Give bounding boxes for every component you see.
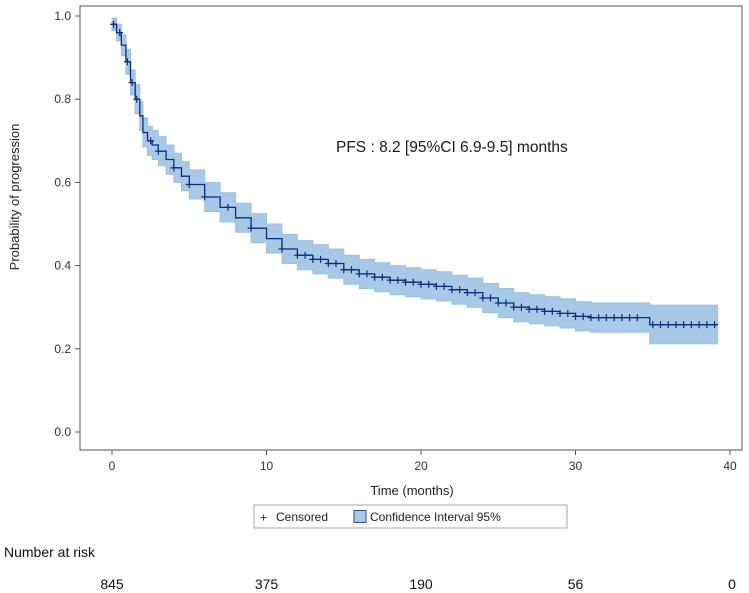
censored-marker-37 bbox=[479, 294, 487, 302]
legend-frame bbox=[253, 504, 568, 529]
censored-marker-8 bbox=[185, 180, 193, 188]
risk-table-title: Number at risk bbox=[4, 544, 96, 560]
risk-count-month-30: 56 bbox=[567, 576, 584, 592]
censored-marker-27 bbox=[402, 278, 410, 286]
censored-marker-2 bbox=[123, 58, 131, 66]
y-tick-label-2: 0.4 bbox=[54, 259, 71, 273]
confidence-band-layer bbox=[111, 17, 719, 345]
risk-count-month-40: 0 bbox=[728, 576, 736, 592]
censored-marker-18 bbox=[332, 260, 340, 268]
y-tick-label-1: 0.2 bbox=[54, 342, 71, 356]
censored-marker-66 bbox=[711, 321, 719, 329]
risk-count-month-20: 190 bbox=[409, 576, 433, 592]
censored-marker-10 bbox=[224, 203, 232, 211]
censored-marker-62 bbox=[680, 321, 688, 329]
legend: + Censored Confidence Interval 95% bbox=[253, 504, 568, 529]
censored-marker-61 bbox=[672, 321, 680, 329]
censored-marker-14 bbox=[301, 251, 309, 259]
risk-count-month-10: 375 bbox=[254, 576, 279, 592]
censored-legend-icon: + bbox=[260, 511, 267, 525]
censored-marker-22 bbox=[363, 270, 371, 278]
censored-marker-56 bbox=[626, 314, 634, 322]
censored-marker-39 bbox=[494, 299, 502, 307]
censored-marker-54 bbox=[610, 314, 618, 322]
censored-marker-9 bbox=[201, 193, 209, 201]
x-tick-label-0: 0 bbox=[109, 459, 116, 473]
censored-marker-15 bbox=[309, 255, 317, 263]
axes-layer: 0 10 20 30 40 0.0 0.2 0.4 0.6 0.8 1.0 bbox=[54, 5, 743, 473]
censored-marker-32 bbox=[440, 282, 448, 290]
censored-marker-46 bbox=[548, 307, 556, 315]
censored-marker-4 bbox=[133, 95, 141, 103]
censored-marker-57 bbox=[633, 314, 641, 322]
censored-marker-1 bbox=[116, 29, 124, 37]
censored-marker-64 bbox=[695, 321, 703, 329]
censored-marker-26 bbox=[394, 276, 402, 284]
censored-marker-29 bbox=[417, 280, 425, 288]
pfs-annotation: PFS : 8.2 [95%CI 6.9-9.5] months bbox=[336, 139, 568, 156]
x-tick-label-20: 20 bbox=[414, 459, 428, 473]
censored-marker-33 bbox=[448, 286, 456, 294]
censored-legend-label: Censored bbox=[276, 510, 328, 524]
plot-frame bbox=[79, 5, 743, 451]
censored-marker-44 bbox=[533, 305, 541, 313]
censored-marker-48 bbox=[564, 309, 572, 317]
censored-marker-34 bbox=[456, 286, 464, 294]
censored-marker-53 bbox=[602, 314, 610, 322]
x-tick-label-30: 30 bbox=[569, 459, 583, 473]
censored-marker-16 bbox=[317, 255, 325, 263]
censored-marker-40 bbox=[502, 299, 510, 307]
x-tick-label-40: 40 bbox=[723, 459, 737, 473]
censored-marker-6 bbox=[154, 147, 162, 155]
censored-marker-28 bbox=[409, 278, 417, 286]
censored-marker-7 bbox=[170, 164, 178, 172]
censored-marker-20 bbox=[347, 266, 355, 274]
censored-marker-59 bbox=[656, 321, 664, 329]
censored-marker-41 bbox=[510, 303, 518, 311]
censored-marker-5 bbox=[147, 137, 155, 145]
confidence-band bbox=[111, 17, 719, 345]
censored-marker-60 bbox=[664, 321, 672, 329]
censored-marker-38 bbox=[487, 294, 495, 302]
y-tick-label-4: 0.8 bbox=[54, 92, 71, 106]
censored-marker-36 bbox=[471, 289, 479, 297]
censored-marker-43 bbox=[525, 305, 533, 313]
censored-marker-47 bbox=[556, 309, 564, 317]
x-axis-title: Time (months) bbox=[370, 483, 453, 498]
censored-marker-21 bbox=[355, 270, 363, 278]
censored-marker-55 bbox=[618, 314, 626, 322]
censored-marker-50 bbox=[579, 312, 587, 320]
censored-marker-17 bbox=[324, 260, 332, 268]
censored-marker-42 bbox=[517, 303, 525, 311]
x-tick-label-10: 10 bbox=[260, 459, 274, 473]
censored-marker-58 bbox=[649, 321, 657, 329]
censored-marker-52 bbox=[595, 314, 603, 322]
censored-marker-51 bbox=[587, 314, 595, 322]
censored-marker-11 bbox=[247, 224, 255, 232]
censored-marker-65 bbox=[703, 321, 711, 329]
censored-marker-49 bbox=[572, 312, 579, 320]
km-chart: 0 10 20 30 40 0.0 0.2 0.4 0.6 0.8 1.0 PFS : 8.2 [9… bbox=[7, 5, 743, 529]
censored-marker-23 bbox=[371, 273, 379, 281]
censored-marker-63 bbox=[687, 321, 695, 329]
censored-marker-12 bbox=[278, 245, 286, 253]
censored-marker-45 bbox=[541, 307, 549, 315]
y-tick-label-3: 0.6 bbox=[54, 175, 71, 189]
censored-marker-30 bbox=[425, 280, 433, 288]
censored-marker-35 bbox=[463, 289, 471, 297]
ci-legend-swatch-icon bbox=[353, 510, 367, 523]
censored-marker-0 bbox=[110, 20, 118, 28]
y-tick-label-0: 0.0 bbox=[54, 425, 71, 439]
risk-count-month-0: 845 bbox=[100, 576, 124, 592]
censored-marker-3 bbox=[128, 79, 136, 87]
censored-marker-13 bbox=[293, 251, 301, 259]
censored-marker-31 bbox=[432, 282, 440, 290]
censored-marker-24 bbox=[378, 273, 386, 281]
censored-markers-layer bbox=[110, 20, 719, 329]
y-tick-label-5: 1.0 bbox=[54, 9, 71, 23]
censored-marker-19 bbox=[340, 266, 348, 274]
y-axis-title: Probability of progression bbox=[7, 124, 22, 271]
ci-legend-label: Confidence Interval 95% bbox=[370, 510, 501, 524]
censored-marker-25 bbox=[386, 276, 394, 284]
